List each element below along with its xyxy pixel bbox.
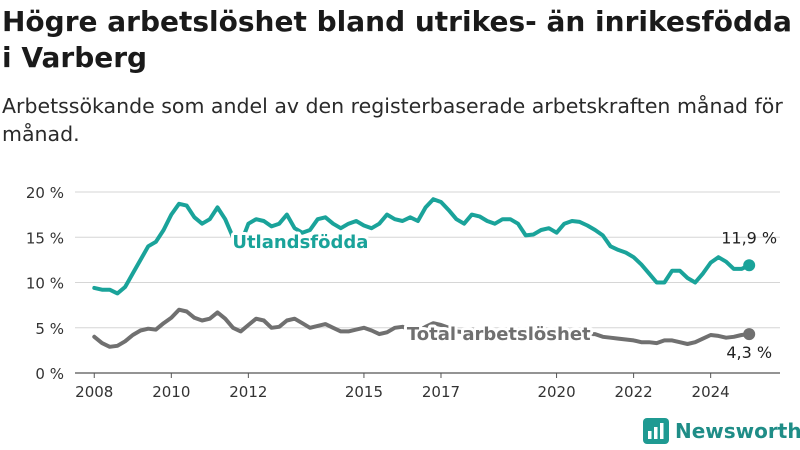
series-lines	[92, 197, 756, 349]
x-tick-label: 2008	[75, 383, 113, 401]
brand-name: Newsworthy	[675, 419, 800, 443]
series-line-0	[92, 197, 752, 296]
gridlines	[75, 191, 780, 374]
y-tick-label: 10 %	[26, 275, 64, 293]
x-tick-label: 2020	[537, 383, 575, 401]
series-line-1	[92, 307, 752, 349]
end-value-label: 4,3 %	[726, 343, 772, 362]
y-tick-label: 5 %	[35, 320, 64, 338]
x-tick-label: 2024	[692, 383, 730, 401]
series-name-label: Total arbetslöshet	[407, 324, 591, 345]
series-end-point-1	[743, 328, 756, 341]
y-tick-label: 20 %	[26, 184, 64, 202]
x-tick-label: 2017	[422, 383, 460, 401]
x-tick-label: 2012	[229, 383, 267, 401]
y-tick-label: 15 %	[26, 229, 64, 247]
end-value-label: 11,9 %	[721, 228, 777, 247]
line-chart: 0 % 5 % 10 % 15 % 20 % 2008 2010 2012 2015 2017 20…	[26, 184, 780, 401]
bar-chart-logo-icon	[643, 418, 669, 444]
x-tick-label: 2022	[615, 383, 653, 401]
newsworthy-logo: Newsworthy	[643, 418, 800, 444]
y-tick-label: 0 %	[35, 365, 64, 383]
chart-title: Högre arbetslöshet bland utrikes- än inr…	[2, 5, 792, 74]
series-name-label: Utlandsfödda	[232, 232, 368, 253]
x-tick-label: 2010	[152, 383, 190, 401]
x-tick-label: 2015	[345, 383, 383, 401]
series-end-point-0	[743, 259, 756, 272]
series-labels: Utlandsfödda Total arbetslöshet 11,9 % 4,3 …	[229, 228, 777, 362]
axes: 0 % 5 % 10 % 15 % 20 % 2008 2010 2012 2015 2017 20…	[26, 184, 730, 401]
chart-subtitle: Arbetssökande som andel av den registerb…	[2, 94, 783, 146]
